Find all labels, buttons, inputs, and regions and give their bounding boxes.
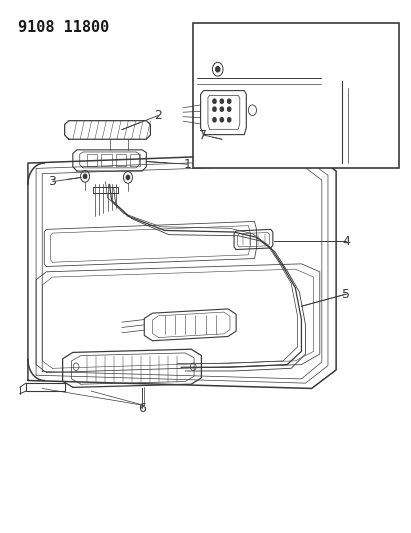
Text: 6: 6	[138, 401, 146, 415]
Bar	[193, 22, 399, 168]
Circle shape	[228, 107, 231, 111]
Circle shape	[213, 118, 216, 122]
Circle shape	[83, 174, 87, 179]
Text: 7: 7	[199, 128, 208, 141]
Text: 4: 4	[342, 235, 350, 247]
Text: 9108 11800: 9108 11800	[18, 20, 109, 35]
Circle shape	[220, 118, 224, 122]
Circle shape	[126, 175, 129, 180]
Text: 5: 5	[342, 288, 350, 301]
Circle shape	[220, 99, 224, 103]
Circle shape	[216, 67, 220, 72]
Text: 1: 1	[183, 158, 191, 171]
Circle shape	[213, 99, 216, 103]
Circle shape	[228, 99, 231, 103]
Circle shape	[213, 107, 216, 111]
Text: 3: 3	[48, 175, 56, 188]
Circle shape	[228, 118, 231, 122]
Text: 2: 2	[155, 109, 162, 122]
Circle shape	[220, 107, 224, 111]
